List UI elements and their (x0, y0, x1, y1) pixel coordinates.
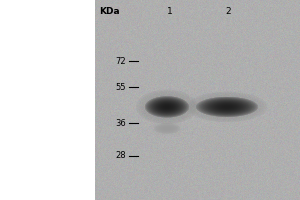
Text: 2: 2 (225, 7, 231, 17)
Text: 28: 28 (116, 152, 126, 160)
Text: KDa: KDa (99, 7, 120, 17)
Text: 55: 55 (116, 83, 126, 92)
Text: 36: 36 (115, 118, 126, 128)
Text: 72: 72 (116, 56, 126, 66)
Text: 1: 1 (167, 7, 172, 17)
